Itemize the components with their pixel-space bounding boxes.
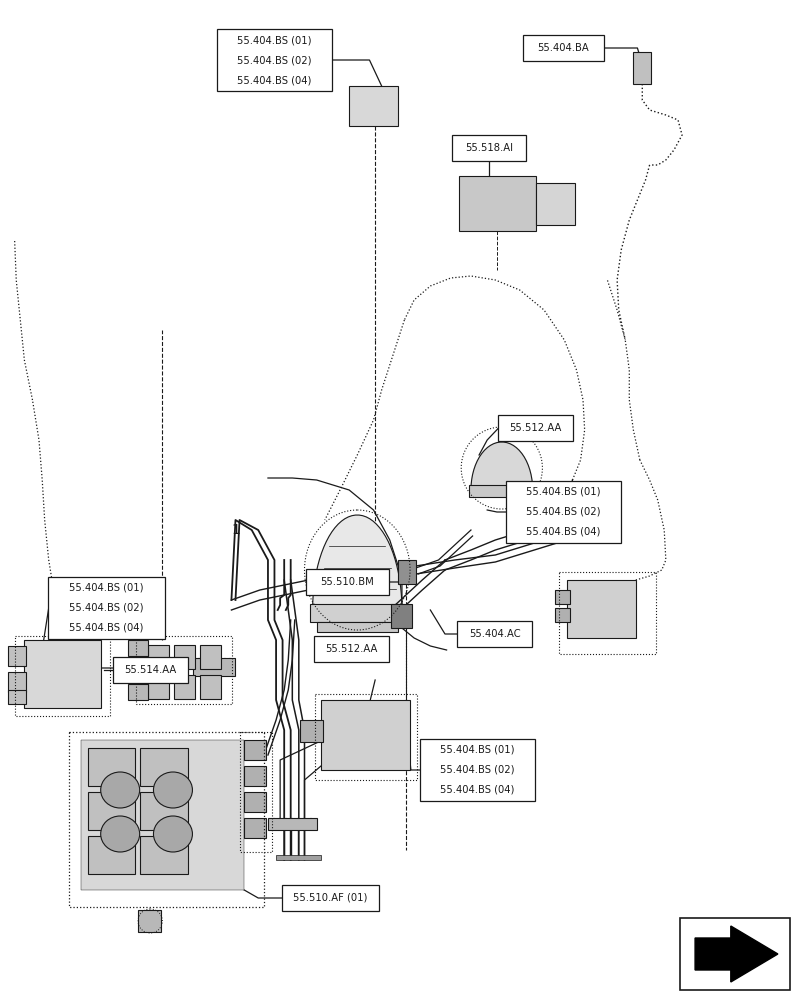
- Bar: [555, 608, 569, 622]
- Bar: [128, 640, 148, 656]
- Bar: [458, 176, 535, 231]
- Bar: [128, 684, 148, 700]
- Bar: [148, 675, 169, 699]
- Bar: [349, 86, 397, 126]
- Bar: [8, 690, 26, 704]
- FancyBboxPatch shape: [306, 569, 388, 595]
- FancyBboxPatch shape: [505, 481, 620, 543]
- Bar: [243, 740, 266, 760]
- Ellipse shape: [153, 772, 192, 808]
- Bar: [633, 52, 650, 84]
- Bar: [148, 645, 169, 669]
- Bar: [239, 732, 272, 852]
- FancyBboxPatch shape: [314, 636, 388, 662]
- FancyBboxPatch shape: [457, 621, 531, 647]
- Bar: [316, 622, 397, 632]
- Bar: [140, 748, 187, 786]
- Bar: [140, 836, 187, 874]
- Bar: [268, 818, 316, 830]
- Text: 55.404.BS (02): 55.404.BS (02): [69, 603, 144, 613]
- Bar: [136, 636, 232, 704]
- Text: 55.404.BS (02): 55.404.BS (02): [440, 765, 514, 775]
- Ellipse shape: [101, 816, 139, 852]
- Bar: [391, 604, 412, 628]
- Bar: [680, 918, 789, 990]
- FancyBboxPatch shape: [48, 577, 165, 639]
- Bar: [320, 700, 410, 770]
- Bar: [566, 580, 635, 638]
- Text: 55.404.BS (04): 55.404.BS (04): [526, 527, 600, 537]
- Text: 55.518.AI: 55.518.AI: [464, 143, 513, 153]
- Polygon shape: [694, 926, 777, 982]
- Bar: [8, 672, 26, 692]
- Text: 55.514.AA: 55.514.AA: [124, 665, 176, 675]
- Bar: [315, 694, 416, 780]
- Bar: [310, 604, 404, 622]
- Text: 55.510.BM: 55.510.BM: [320, 577, 374, 587]
- Text: 55.404.BS (01): 55.404.BS (01): [69, 583, 144, 593]
- Bar: [24, 640, 101, 708]
- Bar: [193, 658, 235, 676]
- FancyBboxPatch shape: [452, 135, 525, 161]
- Text: 55.404.BS (02): 55.404.BS (02): [526, 507, 600, 517]
- Bar: [138, 910, 161, 932]
- Text: 55.404.BS (04): 55.404.BS (04): [69, 623, 144, 633]
- Bar: [8, 646, 26, 666]
- FancyBboxPatch shape: [281, 885, 379, 911]
- Bar: [128, 662, 148, 678]
- Bar: [140, 792, 187, 830]
- Bar: [88, 748, 135, 786]
- Polygon shape: [312, 515, 401, 610]
- Bar: [200, 645, 221, 669]
- FancyBboxPatch shape: [217, 29, 332, 91]
- FancyBboxPatch shape: [113, 657, 187, 683]
- Bar: [300, 720, 323, 742]
- Bar: [81, 740, 243, 890]
- Bar: [200, 675, 221, 699]
- Bar: [276, 855, 320, 860]
- Bar: [535, 183, 574, 225]
- Bar: [243, 766, 266, 786]
- Ellipse shape: [153, 816, 192, 852]
- Text: 55.404.BS (01): 55.404.BS (01): [440, 745, 514, 755]
- Text: 55.404.BS (01): 55.404.BS (01): [526, 487, 600, 497]
- Bar: [88, 836, 135, 874]
- Text: 55.404.BS (04): 55.404.BS (04): [237, 75, 311, 85]
- Bar: [555, 590, 569, 604]
- Bar: [558, 572, 655, 654]
- Polygon shape: [470, 442, 532, 490]
- Text: 55.404.AC: 55.404.AC: [468, 629, 520, 639]
- Bar: [243, 818, 266, 838]
- Bar: [174, 675, 195, 699]
- Text: 55.404.BA: 55.404.BA: [537, 43, 589, 53]
- Bar: [69, 732, 264, 907]
- Text: 55.510.AF (01): 55.510.AF (01): [293, 893, 367, 903]
- Bar: [397, 560, 415, 584]
- Text: 1: 1: [231, 523, 239, 537]
- Text: 55.404.BS (01): 55.404.BS (01): [237, 35, 311, 45]
- Text: 55.404.BS (04): 55.404.BS (04): [440, 785, 514, 795]
- FancyBboxPatch shape: [522, 35, 603, 61]
- Text: 55.512.AA: 55.512.AA: [508, 423, 560, 433]
- Bar: [243, 792, 266, 812]
- Text: 55.512.AA: 55.512.AA: [325, 644, 377, 654]
- Bar: [15, 636, 110, 716]
- Bar: [174, 645, 195, 669]
- Bar: [88, 792, 135, 830]
- Ellipse shape: [101, 772, 139, 808]
- Text: 55.404.BS (02): 55.404.BS (02): [237, 55, 311, 65]
- Bar: [469, 485, 534, 497]
- FancyBboxPatch shape: [497, 415, 572, 441]
- FancyBboxPatch shape: [419, 739, 534, 801]
